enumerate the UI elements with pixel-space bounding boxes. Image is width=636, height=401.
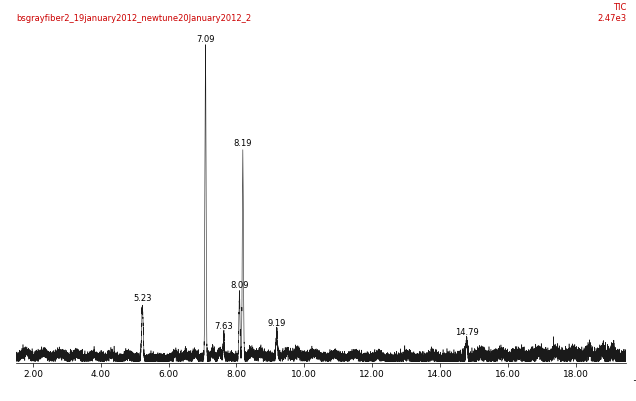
Text: bsgrayfiber2_19january2012_newtune20January2012_2: bsgrayfiber2_19january2012_newtune20Janu… [16,14,251,23]
Text: 7.09: 7.09 [197,35,215,44]
Text: 8.19: 8.19 [233,139,252,148]
Text: 7.63: 7.63 [214,322,233,331]
Text: 8.09: 8.09 [230,281,249,290]
Text: TOF MS EI+
TIC
2.47e3: TOF MS EI+ TIC 2.47e3 [577,0,626,23]
Text: 9.19: 9.19 [268,319,286,328]
Text: 5.23: 5.23 [133,294,151,303]
Text: Time: Time [633,380,636,389]
Text: 14.79: 14.79 [455,328,478,337]
